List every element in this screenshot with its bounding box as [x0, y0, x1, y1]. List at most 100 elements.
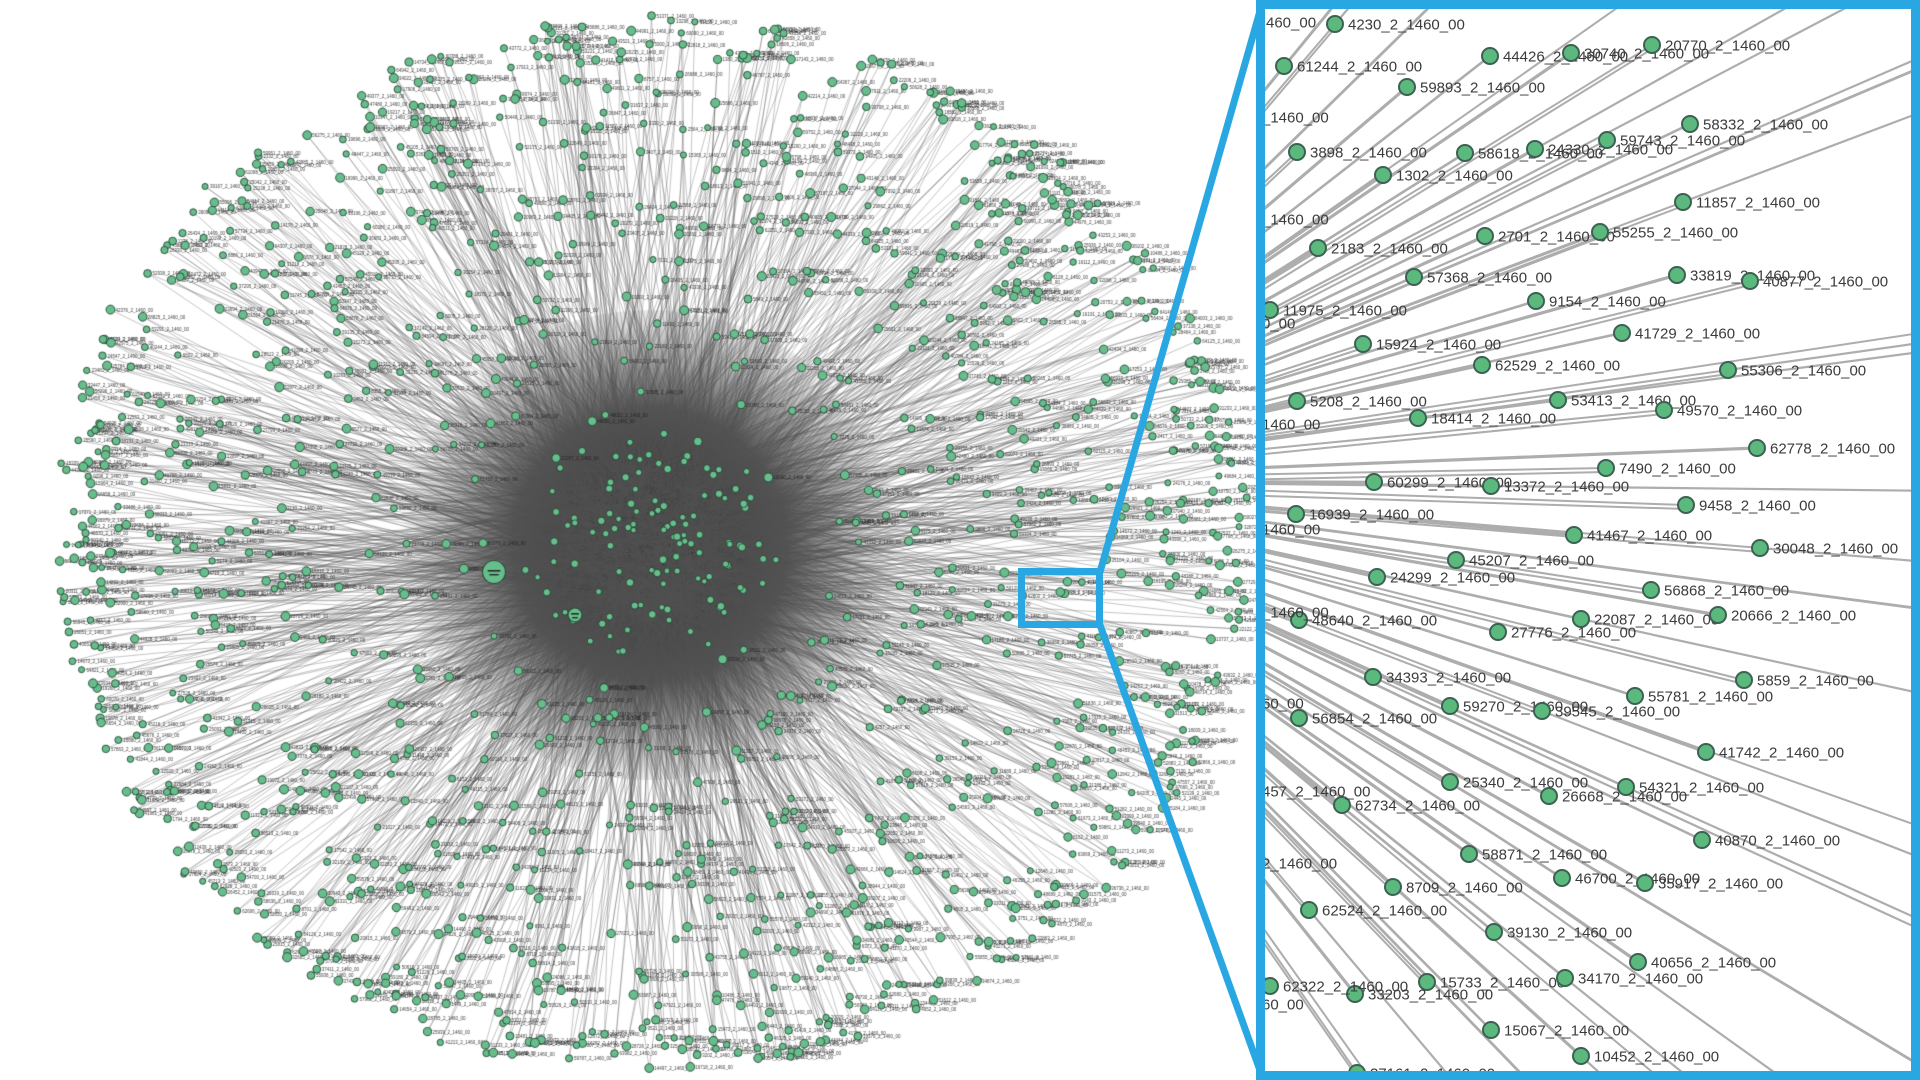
- graph-node[interactable]: [1481, 47, 1499, 65]
- graph-node[interactable]: [1265, 301, 1279, 319]
- graph-node[interactable]: [1693, 831, 1711, 849]
- graph-node[interactable]: [1441, 697, 1459, 715]
- graph-node[interactable]: [1482, 1021, 1500, 1039]
- graph-node[interactable]: [1265, 977, 1279, 995]
- inset-edge: [1265, 662, 1646, 885]
- graph-node[interactable]: [1562, 44, 1580, 62]
- zoom-inset-panel: 4230_2_1460_0044426_2_1460_0030740_2_146…: [1256, 0, 1920, 1080]
- graph-node[interactable]: [1636, 874, 1654, 892]
- graph-node[interactable]: [1348, 1064, 1366, 1071]
- graph-node[interactable]: [1709, 606, 1727, 624]
- node-label: 58871_2_1460_00: [1482, 847, 1607, 864]
- inset-edge: [1265, 494, 1687, 510]
- graph-node[interactable]: [1489, 623, 1507, 641]
- network-graph-canvas[interactable]: [0, 0, 1260, 1080]
- graph-node[interactable]: [1405, 268, 1423, 286]
- graph-node[interactable]: [1681, 115, 1699, 133]
- graph-node[interactable]: [1674, 193, 1692, 211]
- graph-node[interactable]: [1626, 687, 1644, 705]
- node-label: 48640_2_1460_00: [1312, 613, 1437, 630]
- graph-node[interactable]: [1456, 144, 1474, 162]
- graph-node[interactable]: [1441, 773, 1459, 791]
- graph-node[interactable]: [1748, 439, 1766, 457]
- graph-node[interactable]: [1418, 973, 1436, 991]
- clipped-node-label: 2_1460_00: [1265, 856, 1337, 873]
- graph-node[interactable]: [1643, 36, 1661, 54]
- graph-node[interactable]: [1572, 610, 1590, 628]
- inset-edge: [1265, 471, 1607, 481]
- graph-node[interactable]: [1642, 581, 1660, 599]
- graph-node[interactable]: [1309, 239, 1327, 257]
- graph-node[interactable]: [1533, 702, 1551, 720]
- inset-edge: [1265, 369, 1729, 437]
- graph-node[interactable]: [1553, 869, 1571, 887]
- inset-edge: [1265, 550, 1378, 579]
- inset-edge: [1265, 54, 1491, 234]
- node-label: 55255_2_1460_00: [1613, 225, 1738, 242]
- graph-node[interactable]: [1354, 335, 1372, 353]
- graph-node[interactable]: [1591, 223, 1609, 241]
- graph-node[interactable]: [1290, 709, 1308, 727]
- graph-node[interactable]: [1735, 671, 1753, 689]
- graph-node[interactable]: [1719, 361, 1737, 379]
- graph-node[interactable]: [1346, 985, 1364, 1003]
- graph-node[interactable]: [1300, 901, 1318, 919]
- inset-edge: [1265, 773, 1394, 892]
- graph-node[interactable]: [1333, 796, 1351, 814]
- graph-node[interactable]: [1549, 391, 1567, 409]
- inset-edge: [1265, 548, 1582, 621]
- graph-node[interactable]: [1655, 401, 1673, 419]
- graph-node[interactable]: [1565, 526, 1583, 544]
- graph-node[interactable]: [1751, 539, 1769, 557]
- clipped-node-label: _1460_00: [1265, 212, 1329, 229]
- graph-node[interactable]: [1275, 57, 1293, 75]
- graph-node[interactable]: [1527, 292, 1545, 310]
- graph-node[interactable]: [1447, 551, 1465, 569]
- graph-node[interactable]: [1741, 272, 1759, 290]
- graph-node[interactable]: [1629, 953, 1647, 971]
- graph-node[interactable]: [1374, 166, 1392, 184]
- inset-edge: [1265, 976, 1271, 987]
- clipped-node-label: 1460_00: [1265, 417, 1320, 434]
- graph-node[interactable]: [1398, 78, 1416, 96]
- node-label: 56868_2_1460_00: [1664, 583, 1789, 600]
- graph-node[interactable]: [1668, 266, 1686, 284]
- graph-node[interactable]: [1288, 392, 1306, 410]
- inset-edge: [1265, 467, 1607, 476]
- graph-node[interactable]: [1572, 1047, 1590, 1065]
- graph-node[interactable]: [1409, 409, 1427, 427]
- graph-node[interactable]: [1598, 131, 1616, 149]
- inset-edge: [1468, 853, 1775, 1071]
- graph-node[interactable]: [1556, 969, 1574, 987]
- zoom-region-rectangle[interactable]: [1018, 568, 1103, 628]
- inset-edge: [1265, 878, 1357, 995]
- node-label: 9458_2_1460_00: [1699, 498, 1816, 515]
- inset-edge: [1265, 122, 1691, 329]
- graph-node[interactable]: [1613, 324, 1631, 342]
- graph-node[interactable]: [1526, 140, 1544, 158]
- graph-node[interactable]: [1364, 668, 1382, 686]
- graph-node[interactable]: [1287, 505, 1305, 523]
- node-label: 35917_2_1460_00: [1658, 876, 1783, 893]
- graph-node[interactable]: [1368, 568, 1386, 586]
- graph-node[interactable]: [1326, 15, 1344, 33]
- node-label: 62524_2_1460_00: [1322, 903, 1447, 920]
- graph-node[interactable]: [1597, 459, 1615, 477]
- graph-node[interactable]: [1365, 473, 1383, 491]
- inset-edge: [1265, 151, 1466, 281]
- graph-node[interactable]: [1476, 227, 1494, 245]
- graph-node[interactable]: [1460, 845, 1478, 863]
- graph-node[interactable]: [1473, 356, 1491, 374]
- graph-node[interactable]: [1540, 787, 1558, 805]
- graph-node[interactable]: [1617, 778, 1635, 796]
- graph-node[interactable]: [1485, 923, 1503, 941]
- graph-node[interactable]: [1288, 143, 1306, 161]
- graph-node[interactable]: [1290, 611, 1308, 629]
- graph-node[interactable]: [1482, 477, 1500, 495]
- node-label: 3898_2_1460_00: [1310, 145, 1427, 162]
- graph-node[interactable]: [1384, 878, 1402, 896]
- graph-node[interactable]: [1677, 496, 1695, 514]
- graph-node[interactable]: [1697, 743, 1715, 761]
- node-label: 26668_2_1460_00: [1562, 789, 1687, 806]
- inset-edge: [1265, 520, 1911, 609]
